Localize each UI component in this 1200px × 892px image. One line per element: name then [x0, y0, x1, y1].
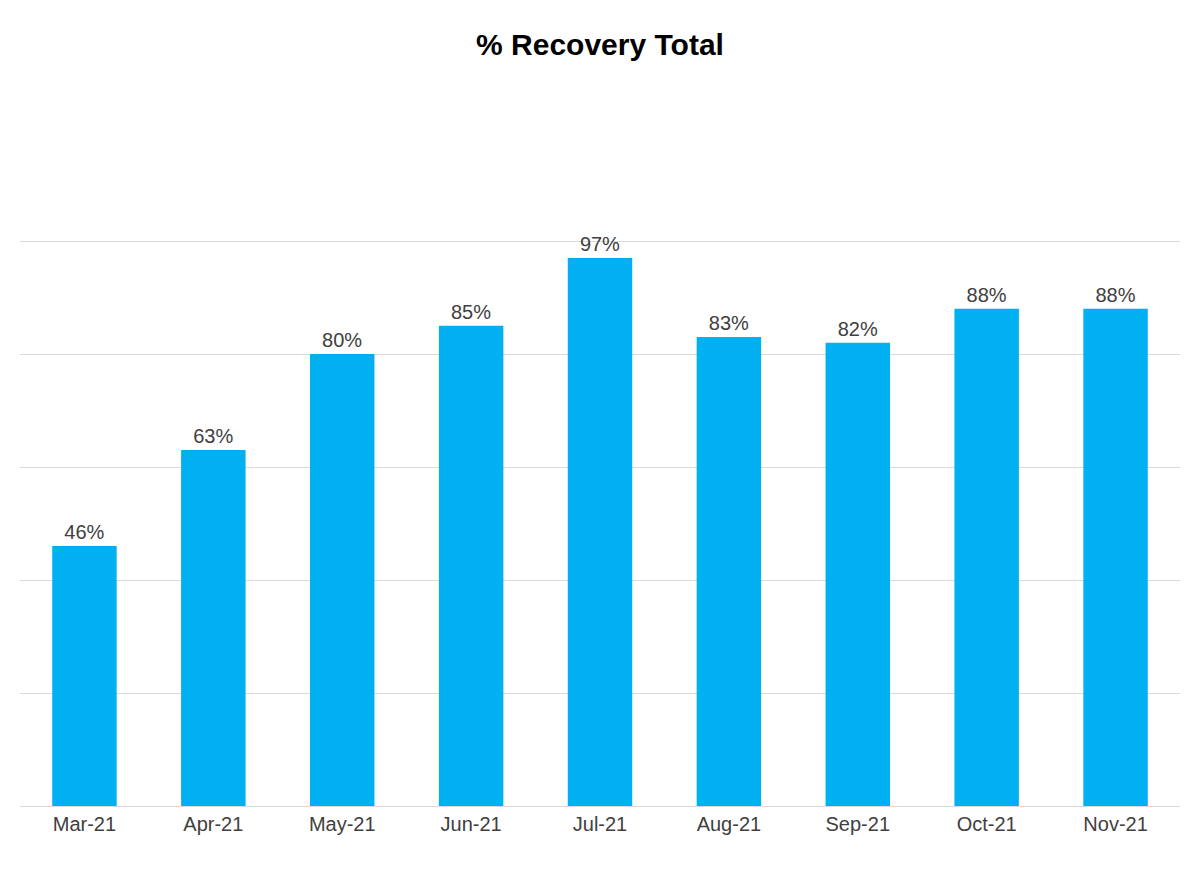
svg-text:Oct-21: Oct-21	[957, 813, 1017, 835]
svg-text:Sep-21: Sep-21	[826, 813, 891, 835]
svg-text:80%: 80%	[322, 329, 362, 351]
svg-text:88%: 88%	[967, 284, 1007, 306]
svg-text:83%: 83%	[709, 312, 749, 334]
svg-text:82%: 82%	[838, 318, 878, 340]
svg-text:% Recovery Total: % Recovery Total	[476, 28, 724, 61]
svg-text:Aug-21: Aug-21	[697, 813, 762, 835]
svg-text:63%: 63%	[193, 425, 233, 447]
svg-text:Nov-21: Nov-21	[1083, 813, 1147, 835]
svg-text:May-21: May-21	[309, 813, 376, 835]
svg-text:Apr-21: Apr-21	[183, 813, 243, 835]
svg-text:85%: 85%	[451, 301, 491, 323]
svg-text:97%: 97%	[580, 233, 620, 255]
svg-text:Jul-21: Jul-21	[573, 813, 627, 835]
svg-text:Mar-21: Mar-21	[53, 813, 116, 835]
svg-text:88%: 88%	[1095, 284, 1135, 306]
svg-text:Jun-21: Jun-21	[441, 813, 502, 835]
svg-text:46%: 46%	[64, 521, 104, 543]
